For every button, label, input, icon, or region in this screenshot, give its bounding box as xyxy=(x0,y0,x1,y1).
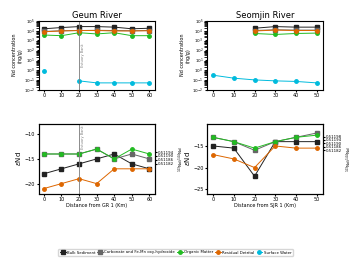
Title: Geum River: Geum River xyxy=(72,11,121,20)
Text: Estuary Bank: Estuary Bank xyxy=(81,125,85,149)
Y-axis label: Nd concentration
(ng/g): Nd concentration (ng/g) xyxy=(180,34,191,76)
Title: Seomjin River: Seomjin River xyxy=(236,11,294,20)
Y-axis label: $\epsilon$Nd: $\epsilon$Nd xyxy=(14,151,24,166)
Y-axis label: $\epsilon$Nd: $\epsilon$Nd xyxy=(183,151,192,166)
Y-axis label: Nd concentration
(ng/g): Nd concentration (ng/g) xyxy=(12,34,22,76)
X-axis label: Distance from SJR 1 (Km): Distance from SJR 1 (Km) xyxy=(234,203,296,208)
Y-axis label: $^{143}$Nd/$^{144}$Nd: $^{143}$Nd/$^{144}$Nd xyxy=(345,146,351,172)
Y-axis label: $^{143}$Nd/$^{144}$Nd: $^{143}$Nd/$^{144}$Nd xyxy=(176,146,186,172)
Text: Estuary Bank: Estuary Bank xyxy=(81,44,85,67)
Legend: Bulk Sediment, Carbonate and Fe-Mn oxy-hydroxide, Organic Matter, Residual Detri: Bulk Sediment, Carbonate and Fe-Mn oxy-h… xyxy=(58,249,293,256)
X-axis label: Distance from GR 1 (Km): Distance from GR 1 (Km) xyxy=(66,203,127,208)
